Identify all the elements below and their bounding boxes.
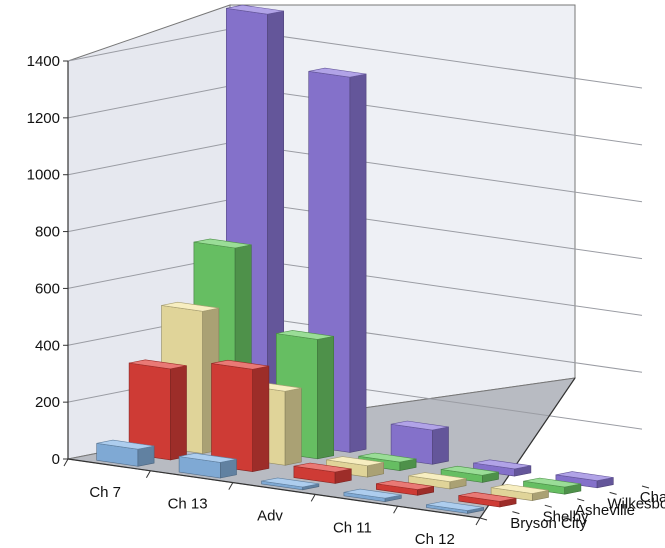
axis-ticks bbox=[63, 60, 650, 526]
bar bbox=[473, 459, 532, 477]
depth-tick bbox=[544, 504, 552, 508]
bar-top bbox=[161, 301, 219, 312]
bar-top bbox=[293, 462, 352, 473]
series-label: Wilkesboro bbox=[607, 496, 665, 513]
bar-top bbox=[441, 465, 499, 476]
bar bbox=[440, 465, 499, 483]
bar-top bbox=[343, 488, 402, 499]
y-tick-label: 1000 bbox=[27, 167, 60, 184]
bar-side bbox=[349, 73, 367, 453]
bar-top bbox=[358, 452, 417, 463]
axis-labels: 0 200 400 600 800 1000 1200 1400 Ch 7 Ch 13 Adv Ch … bbox=[27, 53, 665, 548]
bar-top bbox=[193, 238, 252, 249]
bar-side bbox=[137, 445, 155, 467]
bar bbox=[408, 472, 467, 490]
category-label: Ch 11 bbox=[333, 519, 372, 536]
category-label: Ch 7 bbox=[89, 484, 121, 501]
series-label: Asheville bbox=[575, 502, 635, 519]
bar-top bbox=[129, 359, 187, 370]
series-label: Shelby bbox=[543, 508, 589, 525]
bar-top bbox=[458, 491, 517, 502]
bar bbox=[293, 462, 352, 484]
bar-top bbox=[261, 477, 319, 488]
bar bbox=[458, 491, 517, 508]
category-label: Ch 13 bbox=[168, 496, 208, 513]
bar-top bbox=[226, 4, 284, 15]
depth-tick bbox=[641, 485, 650, 489]
bar bbox=[261, 477, 320, 491]
bar bbox=[325, 456, 385, 478]
y-tick-label: 1400 bbox=[27, 53, 60, 70]
bar bbox=[375, 480, 435, 496]
bar-top bbox=[523, 477, 581, 488]
bar-side bbox=[317, 335, 335, 460]
y-tick-label: 0 bbox=[52, 451, 60, 468]
bar-top bbox=[426, 501, 484, 511]
series-label: Charlotte bbox=[640, 489, 665, 506]
x-tick bbox=[228, 482, 234, 490]
y-tick-label: 1200 bbox=[27, 110, 60, 127]
bar bbox=[490, 484, 549, 501]
bar-top bbox=[179, 452, 237, 463]
y-tick-label: 800 bbox=[35, 224, 60, 241]
x-tick bbox=[475, 517, 481, 526]
bars bbox=[96, 4, 614, 514]
bar bbox=[390, 420, 449, 465]
bar-top bbox=[276, 330, 334, 340]
bar-top bbox=[96, 439, 155, 450]
x-tick bbox=[310, 494, 316, 502]
x-axis bbox=[67, 458, 481, 519]
depth-tick bbox=[512, 511, 520, 515]
category-label: Ch 12 bbox=[415, 531, 455, 548]
bar-top bbox=[376, 480, 434, 490]
bar bbox=[523, 477, 582, 495]
x-tick bbox=[145, 470, 151, 479]
depth-tick bbox=[577, 498, 585, 502]
y-tick-label: 200 bbox=[35, 394, 60, 411]
bar-top bbox=[408, 472, 467, 483]
bar bbox=[128, 359, 187, 461]
x-tick bbox=[63, 458, 69, 467]
bar-side bbox=[170, 365, 187, 461]
category-label: Adv bbox=[257, 508, 283, 525]
depth-tick bbox=[479, 517, 488, 521]
y-tick-label: 600 bbox=[35, 280, 60, 297]
bar-top bbox=[211, 359, 269, 370]
bar bbox=[425, 501, 485, 514]
bar-top bbox=[473, 459, 531, 470]
bar-side bbox=[431, 426, 449, 465]
x-tick bbox=[393, 505, 399, 514]
bar bbox=[343, 488, 402, 502]
bar bbox=[555, 471, 614, 489]
bar bbox=[211, 359, 270, 472]
bar-top bbox=[555, 471, 614, 482]
depth-tick bbox=[609, 491, 617, 495]
series-label: Bryson City bbox=[510, 515, 587, 532]
y-tick-label: 400 bbox=[35, 337, 60, 354]
bar-side bbox=[284, 387, 302, 466]
bar bbox=[178, 452, 237, 479]
bar-front bbox=[211, 363, 253, 472]
bar bbox=[96, 439, 155, 467]
bar-side bbox=[252, 365, 270, 472]
bar-top bbox=[391, 420, 449, 431]
bar-top bbox=[326, 456, 384, 467]
bar-top bbox=[308, 67, 367, 78]
bar-top bbox=[491, 484, 549, 494]
